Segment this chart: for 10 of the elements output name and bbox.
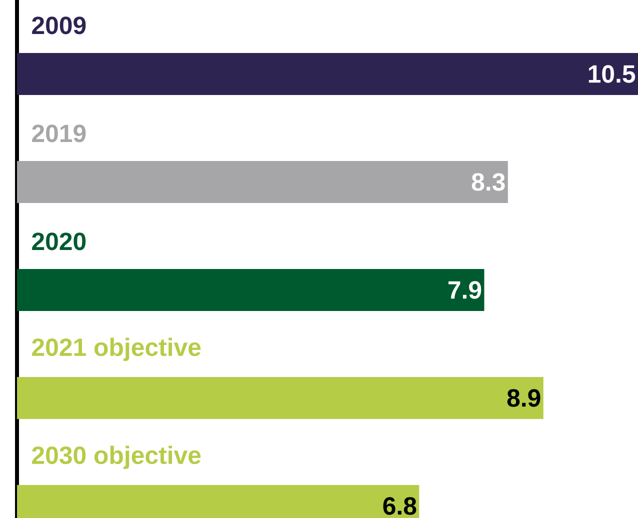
data-label: 8.9 (507, 389, 540, 407)
y-tick-label: 2021 objective (32, 338, 201, 362)
data-label: 8.3 (472, 173, 505, 191)
y-tick-label: 2009 (32, 16, 86, 34)
data-label: 7.9 (448, 281, 482, 299)
y-tick-label: 2020 (32, 232, 86, 250)
data-label: 10.5 (588, 65, 636, 83)
y-tick-label: 2019 (32, 124, 86, 142)
data-label: 6.8 (383, 497, 416, 515)
y-tick-label: 2030 objective (32, 446, 201, 469)
